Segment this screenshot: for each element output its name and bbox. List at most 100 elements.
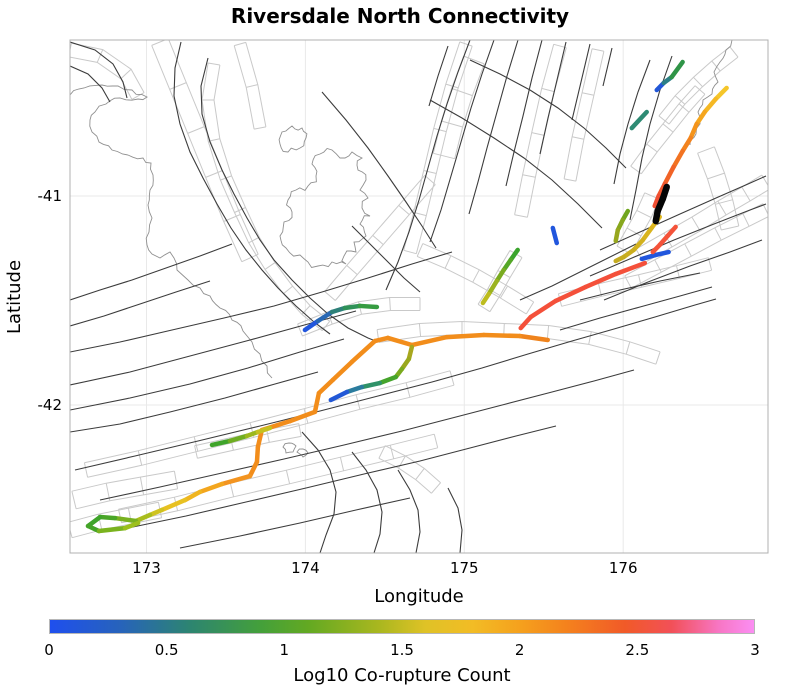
rupture-edge <box>122 520 141 531</box>
rupture-edge <box>97 514 118 521</box>
fault-patch-strip <box>432 55 485 160</box>
rupture-edge <box>652 193 661 209</box>
fault-trace <box>468 40 519 215</box>
x-tick-label: 173 <box>132 559 161 577</box>
colorbar-tick-labels: 0 0.5 1 1.5 2 2.5 3 <box>0 641 800 659</box>
fault-trace <box>429 99 603 229</box>
rupture-edge <box>639 252 659 262</box>
coastline <box>70 84 273 379</box>
colorbar-tick-label: 3 <box>750 641 760 659</box>
rupture-edge <box>287 409 318 424</box>
fault-trace <box>589 203 767 277</box>
rupture-edge <box>669 59 685 80</box>
fault-trace <box>428 45 449 107</box>
fault-trace <box>321 91 437 249</box>
fault-patch-strip <box>324 175 436 301</box>
rupture-edge <box>629 109 649 131</box>
rupture-edge <box>713 85 729 102</box>
y-axis-label: Latitude <box>4 260 25 334</box>
fault-trace <box>70 65 111 103</box>
rupture-edge <box>694 109 707 127</box>
rupture-edge <box>688 121 699 141</box>
fault-trace <box>351 451 383 553</box>
rupture-edge <box>480 291 492 306</box>
rupture-edge <box>302 318 321 333</box>
rupture-edge <box>653 249 671 258</box>
y-tick-label: -41 <box>38 187 63 205</box>
fault-trace <box>99 369 635 501</box>
figure-title: Riversdale North Connectivity <box>230 4 570 28</box>
rupture-edge <box>517 333 550 343</box>
fault-patch-strip <box>563 48 605 182</box>
rupture-segment-red-short-east <box>650 224 678 255</box>
fault-trace <box>351 225 421 293</box>
fault-trace <box>70 280 211 327</box>
x-tick-label: 176 <box>609 559 638 577</box>
rupture-edge <box>518 314 533 331</box>
rupture-segment-blue-east <box>639 249 671 262</box>
fault-trace <box>447 487 463 553</box>
rupture-segment-green-yellow-southwest <box>209 425 273 448</box>
island-coast <box>279 147 371 269</box>
fault-trace <box>127 425 557 529</box>
rupture-edge <box>255 425 273 435</box>
rupture-edge <box>553 284 588 304</box>
rupture-segment-blue-small-mid <box>550 225 560 246</box>
rupture-edge <box>96 525 128 534</box>
colorbar <box>49 619 755 634</box>
fault-patch-strip <box>658 46 739 125</box>
y-tick-labels: -41 -42 <box>38 187 63 414</box>
fault-trace <box>519 243 637 301</box>
fault-trace <box>70 338 345 411</box>
fault-patch-strip <box>416 243 535 315</box>
rupture-edge <box>328 389 350 403</box>
rupture-edge <box>409 334 450 348</box>
rupture-segment-orange-trunk-sw <box>85 332 550 534</box>
fault-trace <box>602 47 613 87</box>
fault-trace <box>179 497 411 549</box>
rupture-edge <box>112 515 139 524</box>
rupture-segment-green-yellow-mid <box>480 247 520 306</box>
rupture-edge <box>330 359 355 383</box>
rupture-edge <box>359 380 383 390</box>
colorbar-tick-label: 0.5 <box>154 641 179 659</box>
fault-trace <box>579 272 701 301</box>
fault-patch-strip <box>71 470 179 510</box>
rupture-edge <box>640 225 654 243</box>
rupture-edge <box>377 374 399 386</box>
rupture-edge <box>702 96 718 115</box>
rupture-edge <box>385 335 415 348</box>
fault-trace <box>173 41 331 335</box>
rupture-edge <box>254 444 261 465</box>
rupture-edge <box>159 497 188 513</box>
rupture-edge <box>613 254 626 264</box>
island-coast <box>278 125 308 153</box>
rupture-edge <box>316 377 336 396</box>
fault-patch-strip <box>70 42 145 100</box>
fault-patch-strip <box>378 445 441 494</box>
fault-trace <box>539 41 567 155</box>
fault-patch-strip <box>624 203 768 289</box>
rupture-segment-black-segment <box>652 183 670 225</box>
rupture-edge <box>662 164 676 187</box>
rupture-edge <box>613 227 621 244</box>
colorbar-tick-label: 1 <box>279 641 290 659</box>
fault-trace <box>603 239 763 301</box>
rupture-edge <box>652 207 661 225</box>
fault-trace <box>613 59 651 185</box>
rupture-edge <box>209 438 233 448</box>
rupture-segment-yellow-orange-red-curve-ne <box>652 85 729 209</box>
rupture-edge <box>344 384 365 395</box>
rupture-segment-branch-olive-to-blue <box>328 344 415 403</box>
map-layer <box>70 40 768 553</box>
x-tick-labels: 173 174 175 176 <box>132 559 637 577</box>
rupture-edge <box>133 512 153 524</box>
rupture-edge <box>227 433 250 444</box>
lake <box>282 442 297 454</box>
x-axis-label: Longitude <box>374 586 464 607</box>
fault-trace <box>571 43 591 121</box>
fault-trace <box>429 40 495 243</box>
fault-trace <box>301 431 337 553</box>
rupture-segment-olive-east <box>613 208 631 244</box>
